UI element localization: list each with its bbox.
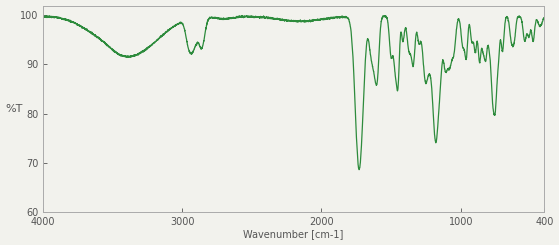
X-axis label: Wavenumber [cm-1]: Wavenumber [cm-1]: [244, 230, 344, 239]
Y-axis label: %T: %T: [6, 104, 23, 114]
